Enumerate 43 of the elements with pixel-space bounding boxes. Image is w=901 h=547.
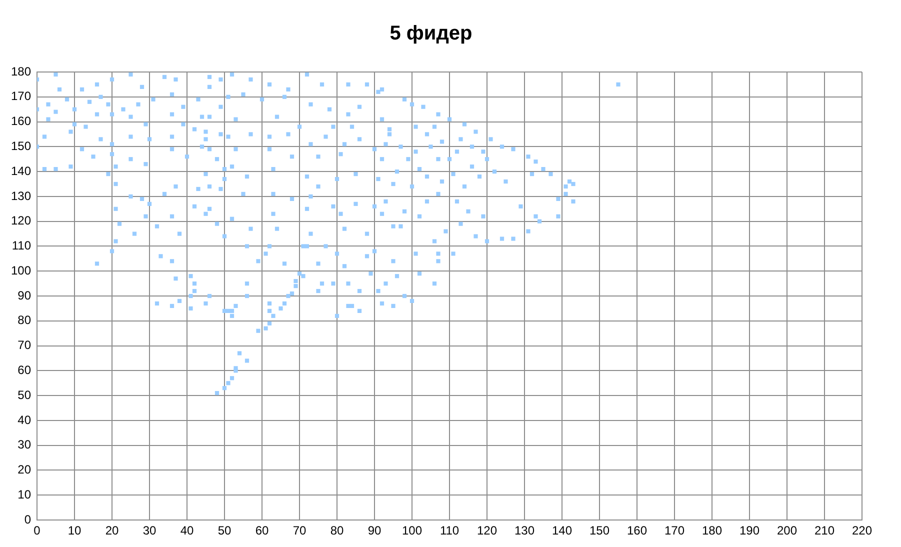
- x-tick-label: 220: [852, 524, 872, 538]
- y-tick-label: 140: [10, 164, 32, 178]
- y-tick-label: 70: [18, 338, 32, 352]
- y-tick-label: 110: [12, 238, 32, 253]
- x-tick-label: 200: [776, 524, 798, 538]
- x-tick-label: 30: [142, 524, 156, 538]
- x-tick-label: 170: [664, 524, 685, 538]
- x-tick-label: 190: [739, 524, 760, 538]
- x-tick-label: 150: [589, 524, 610, 538]
- x-tick-label: 130: [514, 524, 535, 538]
- x-tick-label: 210: [814, 524, 835, 538]
- x-tick-label: 10: [68, 524, 82, 538]
- x-tick-label: 70: [292, 524, 306, 538]
- y-tick-label: 160: [10, 114, 32, 128]
- y-tick-label: 80: [18, 313, 32, 328]
- y-tick-label: 170: [10, 89, 32, 104]
- x-tick-label: 160: [626, 524, 648, 538]
- y-tick-label: 0: [24, 512, 32, 526]
- x-tick-label: 50: [218, 524, 232, 538]
- y-tick-label: 10: [18, 487, 32, 502]
- x-tick-label: 20: [105, 524, 119, 538]
- x-tick-label: 100: [402, 524, 422, 538]
- x-tick-label: 110: [440, 524, 460, 538]
- y-tick-label: 40: [18, 412, 32, 427]
- y-tick-label: 30: [18, 438, 32, 452]
- x-tick-label: 180: [702, 524, 722, 538]
- x-tick-label: 140: [552, 524, 572, 538]
- y-tick-label: 120: [10, 214, 32, 228]
- x-tick-label: 120: [476, 524, 498, 538]
- y-tick-label: 90: [18, 288, 32, 302]
- y-tick-label: 50: [18, 388, 32, 402]
- y-tick-label: 130: [10, 188, 32, 203]
- x-tick-label: 60: [255, 524, 269, 538]
- chart-title: 5 фидер: [390, 22, 472, 45]
- y-tick-label: 180: [10, 64, 32, 78]
- x-tick-label: 80: [330, 524, 344, 538]
- y-tick-label: 20: [18, 462, 32, 477]
- y-tick-label: 60: [18, 362, 32, 377]
- y-tick-label: 100: [10, 263, 32, 278]
- x-tick-label: 0: [34, 524, 41, 538]
- x-tick-label: 40: [180, 524, 194, 538]
- x-tick-label: 90: [368, 524, 382, 538]
- y-tick-label: 150: [10, 138, 32, 153]
